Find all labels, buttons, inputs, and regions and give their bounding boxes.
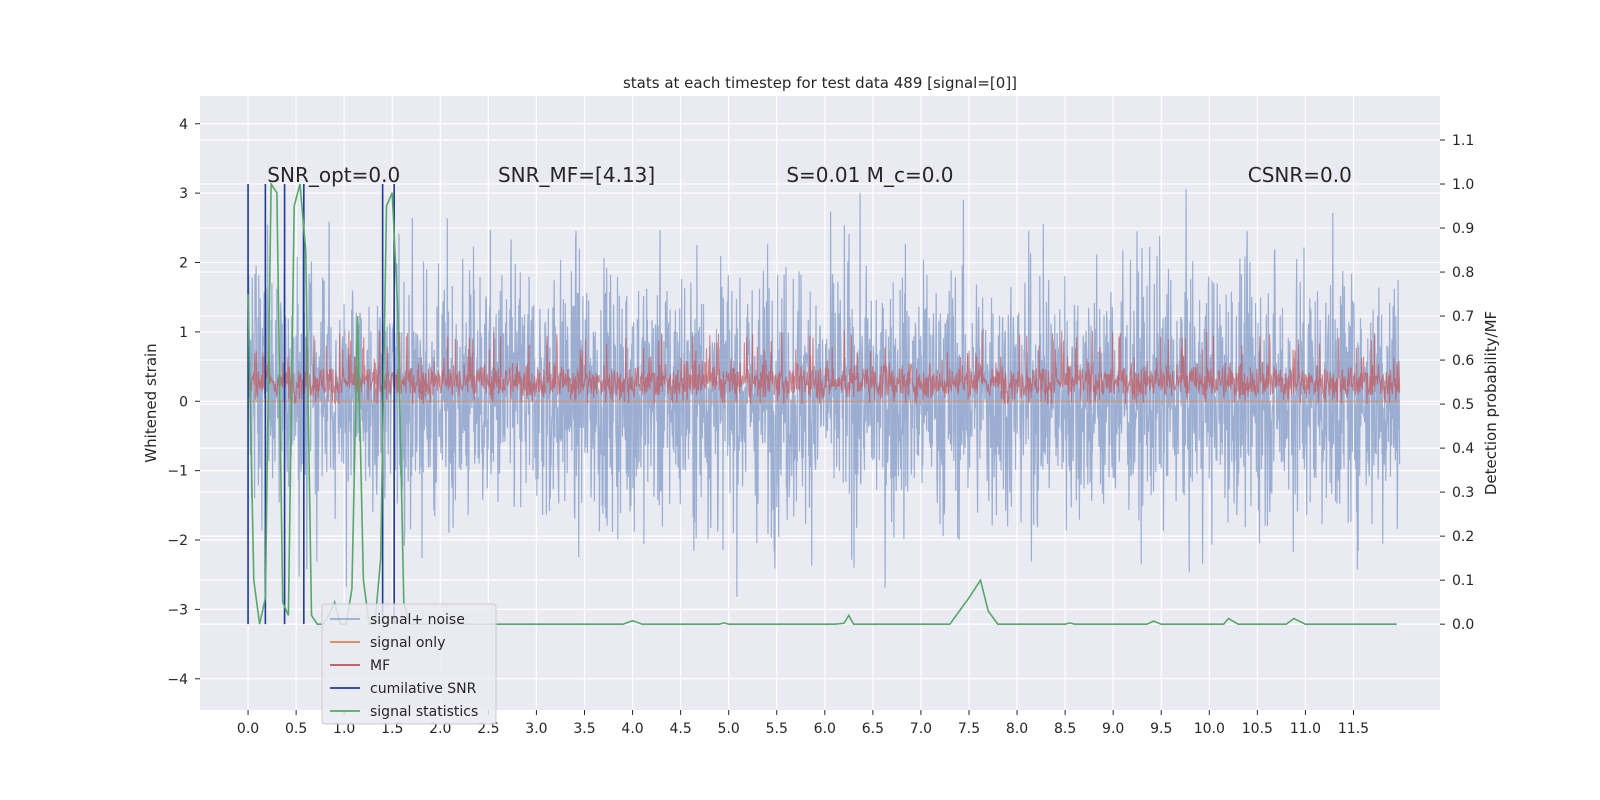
x-tick-label: 6.5 (862, 721, 884, 737)
x-tick-label: 5.5 (766, 721, 788, 737)
y-right-tick-label: 0.8 (1452, 265, 1474, 281)
series-mf (247, 329, 1401, 405)
legend-label: signal statistics (370, 704, 478, 720)
series-signal-statistics (247, 181, 1397, 625)
x-tick-label: 10.5 (1242, 721, 1273, 737)
y-right-tick-label: 0.3 (1452, 485, 1474, 501)
y-left-tick-label: −1 (167, 464, 188, 480)
y-right-tick-label: 0.7 (1452, 309, 1474, 325)
x-tick-label: 9.0 (1102, 721, 1124, 737)
y-right-tick-label: 0.1 (1452, 573, 1474, 589)
x-tick-label: 4.0 (621, 721, 643, 737)
x-tick-label: 3.0 (525, 721, 547, 737)
stat-annotation: CSNR=0.0 (1248, 163, 1352, 187)
annotations: SNR_opt=0.0 SNR_MF=[4.13] S=0.01 M_c=0.0 CS… (267, 163, 1352, 187)
legend-label: cumilative SNR (370, 681, 477, 697)
legend-box (321, 603, 497, 725)
x-tick-label: 8.5 (1054, 721, 1076, 737)
y-right-tick-label: 0.9 (1452, 221, 1474, 237)
x-tick-label: 9.5 (1150, 721, 1172, 737)
x-tick-label: 7.0 (910, 721, 932, 737)
y-right-tick-label: 1.1 (1452, 133, 1474, 149)
stat-annotation: SNR_MF=[4.13] (498, 163, 655, 187)
ticks: 0.0 0.5 1.0 1.5 2.0 2.5 3.0 3.5 4.0 4.5 5.0 5.5 6.0 6… (167, 117, 1474, 737)
legend-label: signal+ noise (370, 612, 465, 628)
y-right-tick-label: 0.2 (1452, 529, 1474, 545)
x-tick-label: 3.5 (573, 721, 595, 737)
x-tick-label: 1.5 (381, 721, 403, 737)
y-axis-label-right: Detection probability/MF (1482, 311, 1500, 495)
x-tick-label: 0.5 (285, 721, 307, 737)
legend-label: signal only (370, 635, 445, 651)
legend-label: MF (370, 658, 390, 674)
x-tick-label: 6.0 (814, 721, 836, 737)
y-right-tick-label: 1.0 (1452, 177, 1474, 193)
y-left-tick-label: −2 (167, 533, 188, 549)
y-left-tick-label: 4 (179, 117, 188, 133)
x-tick-label: 1.0 (333, 721, 355, 737)
chart-title: stats at each timestep for test data 489… (623, 74, 1017, 92)
y-left-tick-label: −4 (167, 672, 188, 688)
x-tick-label: 2.5 (477, 721, 499, 737)
x-tick-label: 7.5 (958, 721, 980, 737)
x-tick-label: 8.0 (1006, 721, 1028, 737)
x-tick-label: 2.0 (429, 721, 451, 737)
y-left-tick-label: 1 (179, 325, 188, 341)
y-left-tick-label: 0 (179, 394, 188, 410)
x-tick-label: 4.5 (669, 721, 691, 737)
x-tick-label: 5.0 (718, 721, 740, 737)
y-right-tick-label: 0.5 (1452, 397, 1474, 413)
x-tick-label: 11.5 (1338, 721, 1369, 737)
x-tick-label: 11.0 (1290, 721, 1321, 737)
y-left-tick-label: 2 (179, 256, 188, 272)
y-right-tick-label: 0.6 (1452, 353, 1474, 369)
x-tick-label: 0.0 (237, 721, 259, 737)
y-right-tick-label: 0.0 (1452, 617, 1474, 633)
series-layer (247, 181, 1401, 625)
stat-annotation: SNR_opt=0.0 (267, 163, 400, 187)
y-axis-label-left: Whitened strain (142, 343, 160, 462)
y-right-tick-label: 0.4 (1452, 441, 1474, 457)
y-left-tick-label: 3 (179, 186, 188, 202)
legend: signal+ noise signal only MF cumilative SNR… (321, 603, 497, 725)
stat-annotation: S=0.01 M_c=0.0 (786, 163, 953, 187)
y-left-tick-label: −3 (167, 602, 188, 618)
x-tick-label: 10.0 (1194, 721, 1225, 737)
